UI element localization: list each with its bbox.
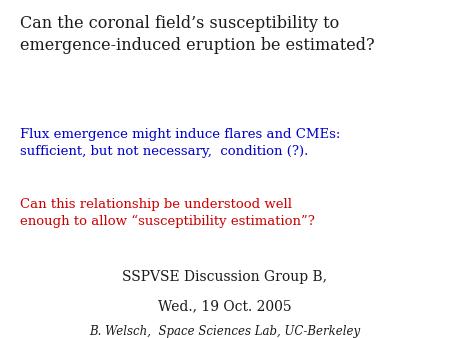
Text: Flux emergence might induce flares and CMEs:
sufficient, but not necessary,  con: Flux emergence might induce flares and C… [20, 128, 341, 158]
Text: B. Welsch,  Space Sciences Lab, UC-Berkeley: B. Welsch, Space Sciences Lab, UC-Berkel… [90, 325, 360, 338]
Text: Can this relationship be understood well
enough to allow “susceptibility estimat: Can this relationship be understood well… [20, 198, 315, 227]
Text: Can the coronal field’s susceptibility to
emergence-induced eruption be estimate: Can the coronal field’s susceptibility t… [20, 15, 375, 54]
Text: Wed., 19 Oct. 2005: Wed., 19 Oct. 2005 [158, 299, 292, 313]
Text: SSPVSE Discussion Group B,: SSPVSE Discussion Group B, [122, 270, 328, 284]
